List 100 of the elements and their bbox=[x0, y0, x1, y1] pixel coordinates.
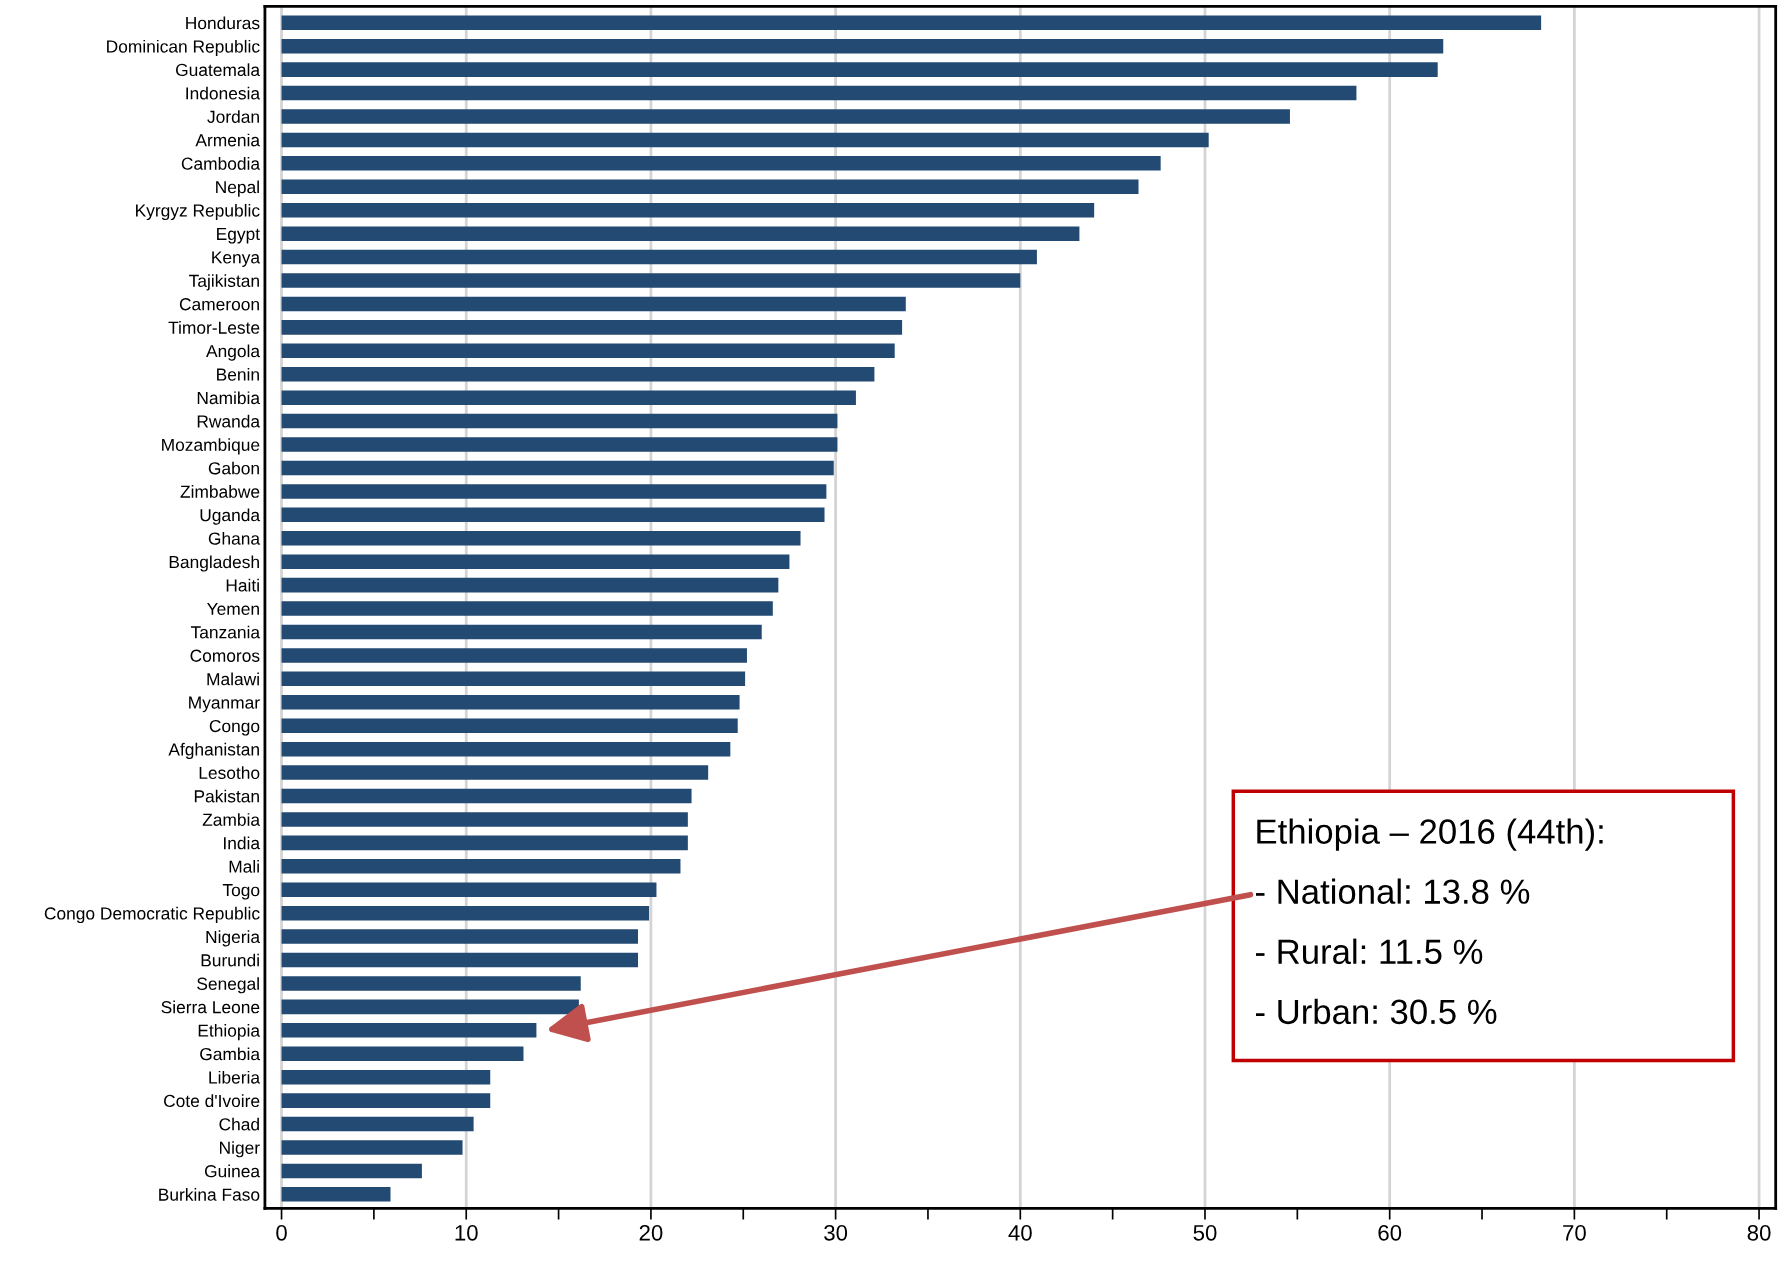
bar bbox=[281, 1187, 391, 1202]
annotation: Ethiopia – 2016 (44th): bbox=[1257, 818, 1603, 851]
bar bbox=[281, 1140, 463, 1155]
bar bbox=[281, 788, 692, 804]
y-tick-label: Chad bbox=[219, 1117, 259, 1131]
y-tick-label: Guinea bbox=[204, 1164, 261, 1178]
x-tick-label: 0 bbox=[276, 1224, 287, 1241]
y-tick-label: Congo Democratic Republic bbox=[44, 906, 260, 924]
bar bbox=[281, 741, 731, 757]
y-tick-label: Ghana bbox=[208, 531, 261, 545]
y-tick-label: Tajikistan bbox=[189, 274, 259, 291]
y-tick-label: Niger bbox=[220, 1141, 260, 1158]
bar bbox=[281, 343, 895, 359]
y-tick-label: Liberia bbox=[209, 1070, 261, 1084]
y-tick-label: Honduras bbox=[186, 16, 260, 30]
bar bbox=[281, 296, 906, 312]
bar bbox=[281, 366, 875, 382]
y-tick-label: Myanmar bbox=[189, 696, 260, 713]
bar bbox=[281, 648, 747, 663]
y-tick-label: Mozambique bbox=[162, 438, 260, 455]
bar bbox=[281, 1163, 422, 1179]
bar bbox=[281, 507, 825, 523]
y-tick-label: Bangladesh bbox=[169, 555, 259, 572]
bar bbox=[281, 38, 1444, 54]
bar bbox=[281, 390, 856, 405]
bar bbox=[281, 554, 790, 569]
y-tick-label: Togo bbox=[222, 884, 260, 900]
x-tick-label: 40 bbox=[1008, 1224, 1032, 1241]
bar bbox=[281, 1023, 537, 1038]
annotation: - National: 13.8 % bbox=[1256, 878, 1530, 904]
y-tick-label: Comoros bbox=[190, 649, 260, 662]
bar bbox=[281, 859, 681, 874]
bar bbox=[281, 109, 1290, 124]
x-tick-label: 80 bbox=[1747, 1224, 1771, 1241]
bar bbox=[281, 62, 1438, 77]
bar bbox=[281, 273, 1021, 288]
bar bbox=[281, 905, 650, 921]
x-tick-label: 70 bbox=[1563, 1224, 1586, 1241]
y-tick-label: Nepal bbox=[216, 180, 259, 197]
y-tick-label: Namibia bbox=[197, 391, 261, 405]
x-tick-label: 30 bbox=[824, 1224, 848, 1241]
bar bbox=[281, 765, 709, 780]
bar bbox=[281, 601, 773, 616]
bar bbox=[281, 437, 838, 452]
y-tick-label: Kyrgyz Republic bbox=[136, 203, 260, 221]
y-tick-label: Ethiopia bbox=[198, 1024, 261, 1041]
bar bbox=[281, 249, 1037, 265]
y-tick-label: Sierra Leone bbox=[161, 1000, 260, 1014]
annotation: - Urban: 30.5 % bbox=[1256, 998, 1497, 1025]
y-tick-label: Gambia bbox=[200, 1047, 261, 1061]
y-tick-label: Cote d'Ivoire bbox=[164, 1094, 260, 1108]
y-tick-label: Tanzania bbox=[190, 625, 261, 639]
annotation: - Rural: 11.5 % bbox=[1256, 938, 1483, 965]
bar bbox=[281, 460, 834, 476]
y-tick-label: Afghanistan bbox=[168, 742, 259, 760]
y-tick-label: Congo bbox=[209, 719, 260, 736]
y-tick-label: Dominican Republic bbox=[107, 39, 260, 57]
y-tick-label: Uganda bbox=[200, 508, 261, 525]
bar bbox=[281, 202, 1095, 218]
bar bbox=[281, 1046, 524, 1062]
y-tick-label: Pakistan bbox=[194, 789, 259, 803]
y-tick-label: Haiti bbox=[226, 578, 259, 592]
y-tick-label: Indonesia bbox=[186, 86, 261, 100]
bar bbox=[281, 976, 581, 991]
bar bbox=[281, 156, 1161, 171]
x-tick-label: 60 bbox=[1378, 1224, 1402, 1241]
bar bbox=[281, 882, 657, 897]
y-tick-label: Jordan bbox=[207, 110, 259, 123]
x-tick-label: 10 bbox=[455, 1224, 478, 1241]
y-tick-label: Cambodia bbox=[181, 157, 261, 170]
y-tick-label: Gabon bbox=[208, 461, 259, 475]
bar bbox=[281, 179, 1139, 195]
bar bbox=[281, 718, 738, 733]
bar bbox=[281, 1093, 491, 1108]
y-tick-label: Mali bbox=[229, 860, 259, 873]
bar bbox=[281, 132, 1209, 148]
y-tick-label: Yemen bbox=[207, 602, 259, 616]
bar bbox=[281, 671, 746, 687]
y-tick-label: Timor-Leste bbox=[168, 321, 260, 334]
bar bbox=[281, 929, 638, 944]
bar bbox=[281, 835, 688, 851]
bar bbox=[281, 413, 838, 429]
y-tick-label: Burundi bbox=[201, 953, 259, 967]
bar bbox=[281, 624, 762, 640]
y-tick-label: Armenia bbox=[195, 133, 261, 147]
bar bbox=[281, 1116, 474, 1132]
bar bbox=[281, 577, 779, 593]
y-tick-label: Guatemala bbox=[176, 63, 261, 77]
y-tick-label: Malawi bbox=[207, 672, 259, 686]
y-tick-label: Angola bbox=[206, 344, 261, 361]
bar bbox=[281, 952, 638, 968]
y-tick-label: Rwanda bbox=[197, 414, 261, 428]
bar bbox=[281, 695, 740, 710]
y-tick-label: Egypt bbox=[217, 227, 260, 244]
y-tick-label: Zimbabwe bbox=[180, 485, 260, 498]
y-tick-label: Burkina Faso bbox=[159, 1188, 260, 1201]
bar bbox=[281, 812, 688, 827]
y-tick-label: Benin bbox=[217, 367, 259, 381]
bar bbox=[281, 85, 1357, 101]
y-tick-label: Nigeria bbox=[206, 930, 261, 947]
